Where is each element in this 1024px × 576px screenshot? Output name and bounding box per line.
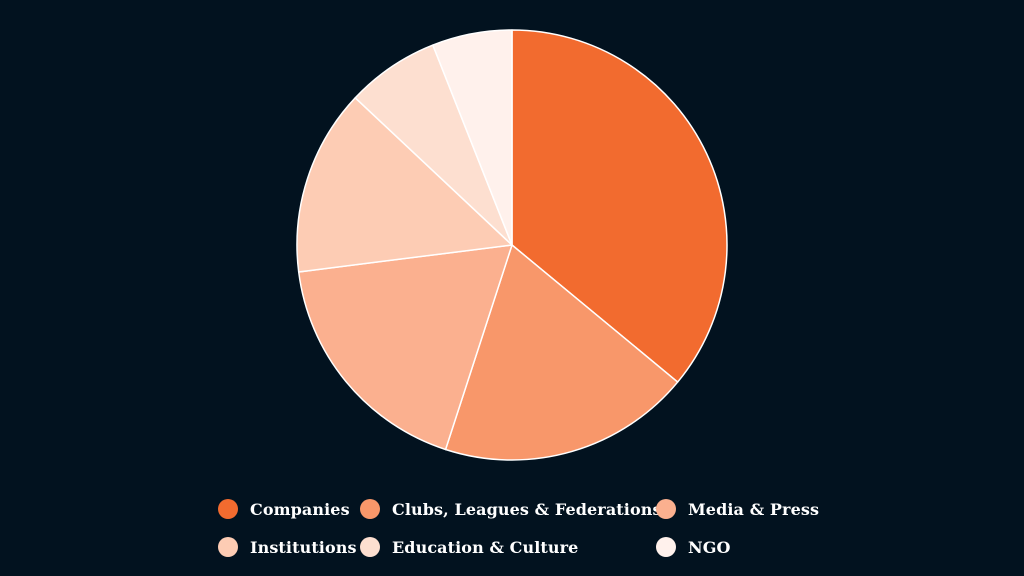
legend-swatch-ngo: [656, 537, 676, 557]
legend-label-clubs-leagues-federations: Clubs, Leagues & Federations: [392, 499, 662, 519]
legend-label-companies: Companies: [250, 499, 350, 519]
chart-legend: Companies Clubs, Leagues & Federations M…: [218, 494, 819, 564]
pie-chart: [296, 29, 728, 461]
pie-slice-companies[interactable]: [511, 29, 728, 383]
pie-slice-ngo[interactable]: [432, 29, 513, 246]
legend-item-companies[interactable]: Companies: [218, 494, 350, 524]
legend-label-ngo: NGO: [688, 537, 731, 557]
pie-slice-institutions[interactable]: [296, 97, 513, 273]
legend-label-education-culture: Education & Culture: [392, 537, 579, 557]
legend-label-media-press: Media & Press: [688, 499, 820, 519]
legend-item-education-culture[interactable]: Education & Culture: [360, 532, 578, 562]
pie-slice-clubs-leagues-federations[interactable]: [444, 244, 679, 461]
legend-item-institutions[interactable]: Institutions: [218, 532, 357, 562]
legend-swatch-institutions: [218, 537, 238, 557]
pie-slice-media-press[interactable]: [297, 244, 513, 451]
legend-swatch-clubs-leagues-federations: [360, 499, 380, 519]
legend-swatch-media-press: [656, 499, 676, 519]
pie-slices: [296, 29, 728, 461]
legend-swatch-education-culture: [360, 537, 380, 557]
legend-swatch-companies: [218, 499, 238, 519]
legend-label-institutions: Institutions: [250, 537, 357, 557]
legend-item-media-press[interactable]: Media & Press: [656, 494, 819, 524]
legend-item-clubs-leagues-federations[interactable]: Clubs, Leagues & Federations: [360, 494, 662, 524]
legend-item-ngo[interactable]: NGO: [656, 532, 731, 562]
